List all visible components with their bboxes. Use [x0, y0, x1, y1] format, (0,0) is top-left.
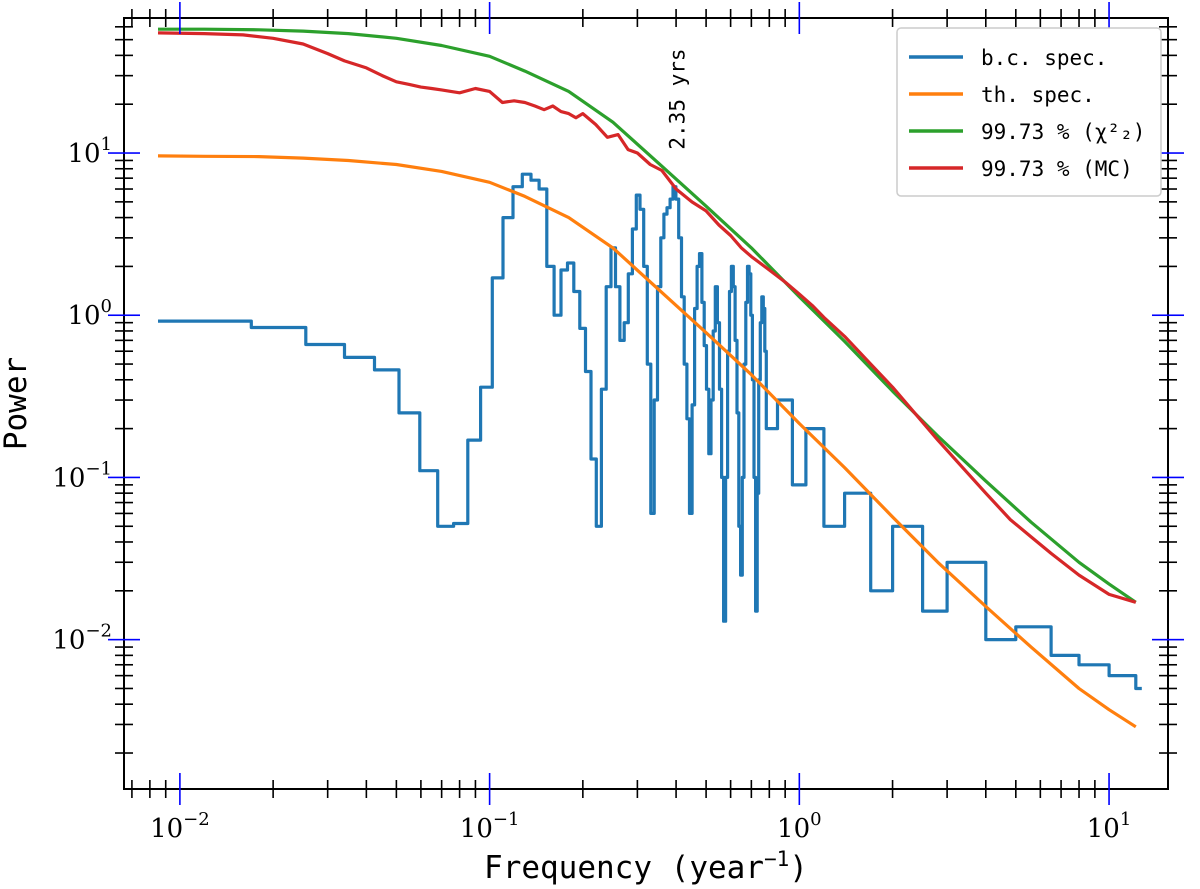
series-line-2: [157, 154, 1137, 729]
plot-frame: [123, 17, 1169, 790]
legend-box: [896, 27, 1162, 197]
series-layer: [157, 27, 1142, 729]
tick-layer: [108, 2, 1184, 805]
x-axis-label: Frequency (year−1): [484, 847, 808, 886]
period-annotation: 2.35 yrs: [666, 48, 690, 149]
x-tick-label: 10−1: [460, 809, 520, 844]
series-line-4: [157, 31, 1137, 604]
y-tick-label: 10−2: [52, 621, 112, 656]
y-tick-label: 100: [67, 296, 112, 331]
y-tick-label: 10−1: [52, 458, 112, 493]
series-line-1: [158, 172, 1142, 691]
legend-label: 99.73 % (MC): [981, 157, 1133, 181]
y-axis-label: Power: [0, 357, 34, 450]
x-tick-label: 100: [777, 809, 822, 844]
x-tick-label: 10−2: [150, 809, 210, 844]
y-tick-label: 101: [67, 134, 112, 169]
series-line-3: [158, 27, 1137, 604]
legend-label: th. spec.: [981, 83, 1095, 107]
x-tick-label: 101: [1087, 809, 1132, 844]
legend-label: b.c. spec.: [981, 46, 1107, 70]
tick-label-layer: 10−2 10−1 100 101 10−2 10−1 100 101: [52, 134, 1131, 844]
legend: b.c. spec. th. spec. 99.73 % (χ²₂) 99.73 % …: [896, 27, 1162, 197]
legend-label: 99.73 % (χ²₂): [981, 120, 1145, 144]
